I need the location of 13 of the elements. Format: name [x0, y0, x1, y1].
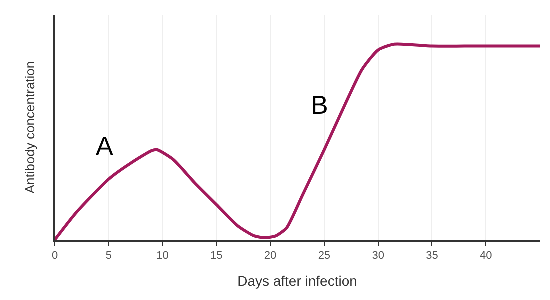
- x-tick-label: 40: [480, 250, 492, 262]
- x-tick-label: 30: [372, 250, 384, 262]
- x-tick-label: 25: [318, 250, 331, 262]
- x-tick-label: 10: [156, 250, 169, 262]
- x-tick-label: 0: [52, 250, 58, 262]
- x-axis-title: Days after infection: [238, 273, 358, 289]
- x-tick-label: 35: [426, 250, 438, 262]
- x-tick-label: 20: [264, 250, 277, 262]
- annotation: B: [311, 90, 328, 120]
- y-axis-title: Antibody concentration: [22, 61, 38, 194]
- x-tick-label: 5: [106, 250, 112, 262]
- annotation: A: [96, 131, 114, 161]
- x-tick-label: 15: [210, 250, 223, 262]
